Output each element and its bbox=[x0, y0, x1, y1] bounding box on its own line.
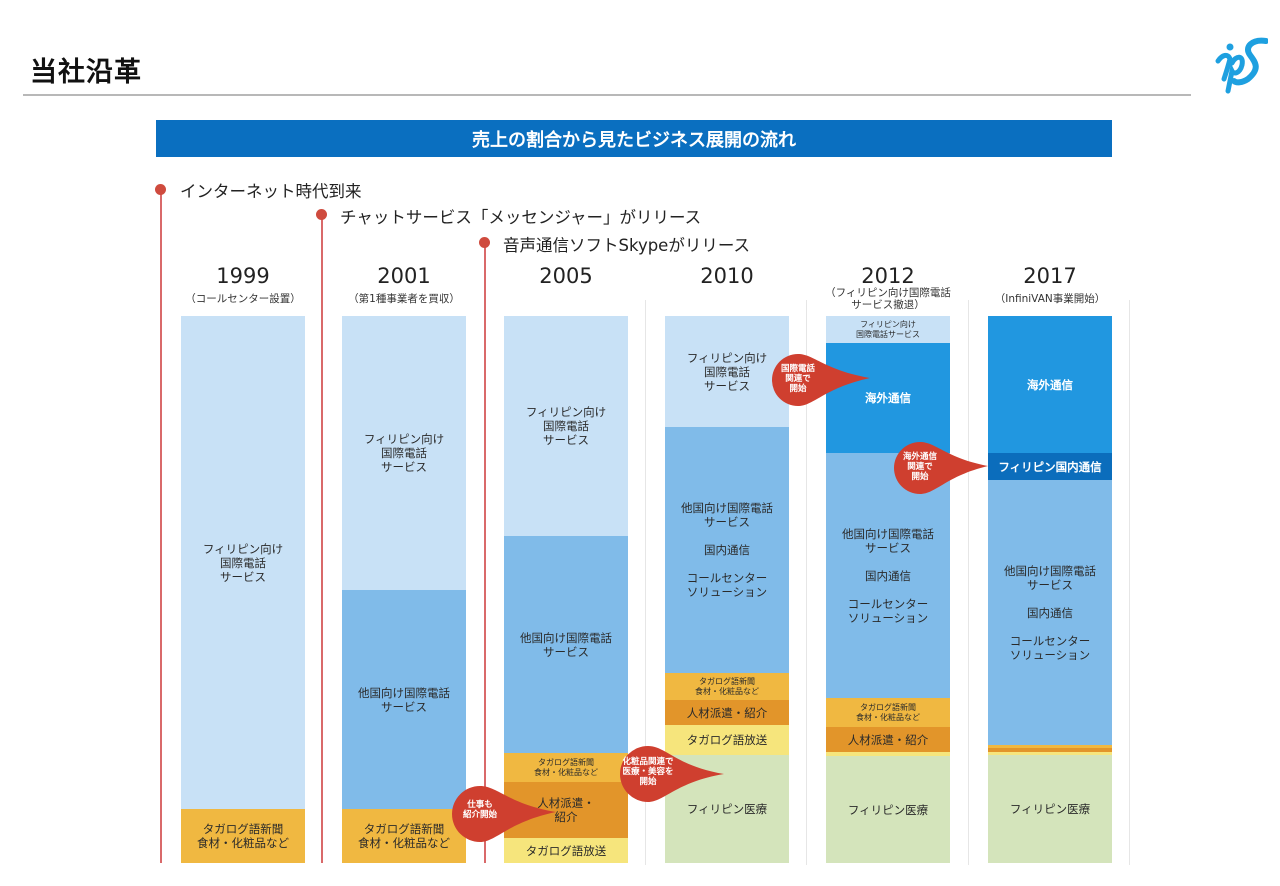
bar-segment-staffing bbox=[988, 748, 1112, 752]
bar-segment-philippines-medical: フィリピン医療 bbox=[826, 756, 950, 863]
milestone-label-skype: 音声通信ソフトSkypeがリリース bbox=[503, 236, 751, 255]
bar-segment-other-intl-call: 他国向け国際電話 サービス 国内通信 コールセンター ソリューション bbox=[665, 427, 789, 673]
milestone-dot-icon bbox=[316, 209, 327, 220]
column-separator bbox=[1129, 300, 1130, 865]
callout-text: 海外通信 関連で 開始 bbox=[902, 452, 937, 482]
callout-text: 国際電話 関連で 開始 bbox=[780, 364, 815, 394]
bar-segment-staffing: 人材派遣・紹介 bbox=[665, 700, 789, 725]
callout-medical-start bbox=[620, 746, 724, 802]
callout-overseas-start bbox=[894, 442, 988, 494]
callout-text: 仕事も 紹介開始 bbox=[462, 800, 497, 820]
chart-title-banner: 売上の割合から見たビジネス展開の流れ bbox=[156, 120, 1112, 157]
bar-2017: 海外通信 フィリピン国内通信 他国向け国際電話 サービス 国内通信 コールセンター … bbox=[988, 316, 1112, 863]
company-logo-icon bbox=[1215, 37, 1268, 94]
page-title: 当社沿革 bbox=[30, 57, 142, 88]
column-separator bbox=[806, 300, 807, 865]
year-note: （コールセンター設置） bbox=[185, 293, 301, 305]
year-label: 2005 bbox=[539, 264, 593, 288]
bar-segment-tagalog-broadcast bbox=[826, 752, 950, 756]
callout-text: 化粧品関連で 医療・美容を 開始 bbox=[622, 757, 674, 787]
bar-segment-philippines-intl-call: フィリピン向け 国際電話 サービス bbox=[342, 316, 466, 590]
year-label: 2012 bbox=[861, 264, 915, 288]
bar-segment-tagalog-newspaper: タガログ語新聞 食材・化粧品など bbox=[504, 753, 628, 782]
bar-segment-overseas-comm: 海外通信 bbox=[826, 343, 950, 453]
bar-segment-other-intl-call: 他国向け国際電話 サービス bbox=[342, 590, 466, 809]
bar-2005: フィリピン向け 国際電話 サービス 他国向け国際電話 サービス タガログ語新聞 食材… bbox=[504, 316, 628, 863]
bar-1999: フィリピン向け 国際電話 サービス タガログ語新聞 食材・化粧品など bbox=[181, 316, 305, 863]
bar-segment-tagalog-newspaper: タガログ語新聞 食材・化粧品など bbox=[826, 698, 950, 727]
year-note: （第1種事業者を買収） bbox=[348, 293, 460, 305]
bar-segment-tagalog-broadcast bbox=[988, 752, 1112, 755]
bar-segment-philippines-intl-call: フィリピン向け 国際電話サービス bbox=[826, 316, 950, 343]
title-divider bbox=[23, 94, 1191, 96]
bar-segment-other-intl-call: 他国向け国際電話 サービス 国内通信 コールセンター ソリューション bbox=[826, 453, 950, 698]
year-note: （フィリピン向け国際電話 サービス撤退） bbox=[825, 287, 951, 311]
bar-segment-other-intl-call: 他国向け国際電話 サービス 国内通信 コールセンター ソリューション bbox=[988, 480, 1112, 745]
milestone-label-messenger: チャットサービス「メッセンジャー」がリリース bbox=[340, 208, 702, 227]
column-separator bbox=[645, 300, 646, 865]
milestone-line-3 bbox=[484, 242, 486, 863]
callout-intl-call-start bbox=[772, 354, 870, 406]
year-label: 2010 bbox=[700, 264, 754, 288]
bar-segment-tagalog-newspaper: タガログ語新聞 食材・化粧品など bbox=[342, 809, 466, 863]
bar-2001: フィリピン向け 国際電話 サービス 他国向け国際電話 サービス タガログ語新聞 食材… bbox=[342, 316, 466, 863]
bar-segment-staffing: 人材派遣・紹介 bbox=[826, 727, 950, 752]
milestone-line-1 bbox=[160, 189, 162, 863]
milestone-dot-icon bbox=[155, 184, 166, 195]
milestone-label-internet: インターネット時代到来 bbox=[180, 182, 362, 201]
bar-segment-tagalog-broadcast: タガログ語放送 bbox=[665, 725, 789, 755]
bar-segment-philippines-intl-call: フィリピン向け 国際電話 サービス bbox=[181, 316, 305, 809]
bar-segment-tagalog-newspaper: タガログ語新聞 食材・化粧品など bbox=[181, 809, 305, 863]
bar-segment-tagalog-newspaper bbox=[988, 745, 1112, 748]
bar-segment-other-intl-call: 他国向け国際電話 サービス bbox=[504, 536, 628, 753]
bar-segment-overseas-comm: 海外通信 bbox=[988, 316, 1112, 453]
bar-segment-philippines-intl-call: フィリピン向け 国際電話 サービス bbox=[504, 316, 628, 536]
year-label: 2017 bbox=[1023, 264, 1077, 288]
bar-segment-tagalog-newspaper: タガログ語新聞 食材・化粧品など bbox=[665, 673, 789, 700]
bar-segment-philippines-domestic: フィリピン国内通信 bbox=[988, 453, 1112, 480]
bar-segment-tagalog-broadcast: タガログ語放送 bbox=[504, 838, 628, 863]
callout-staffing-start bbox=[452, 786, 556, 842]
year-label: 2001 bbox=[377, 264, 431, 288]
bar-segment-philippines-intl-call: フィリピン向け 国際電話 サービス bbox=[665, 316, 789, 427]
milestone-dot-icon bbox=[479, 237, 490, 248]
column-separator bbox=[968, 300, 969, 865]
milestone-line-2 bbox=[321, 214, 323, 863]
year-label: 1999 bbox=[216, 264, 270, 288]
bar-segment-philippines-medical: フィリピン医療 bbox=[988, 755, 1112, 863]
year-note: （InfiniVAN事業開始） bbox=[994, 293, 1106, 305]
bar-2012: フィリピン向け 国際電話サービス 海外通信 他国向け国際電話 サービス 国内通信 コ… bbox=[826, 316, 950, 863]
